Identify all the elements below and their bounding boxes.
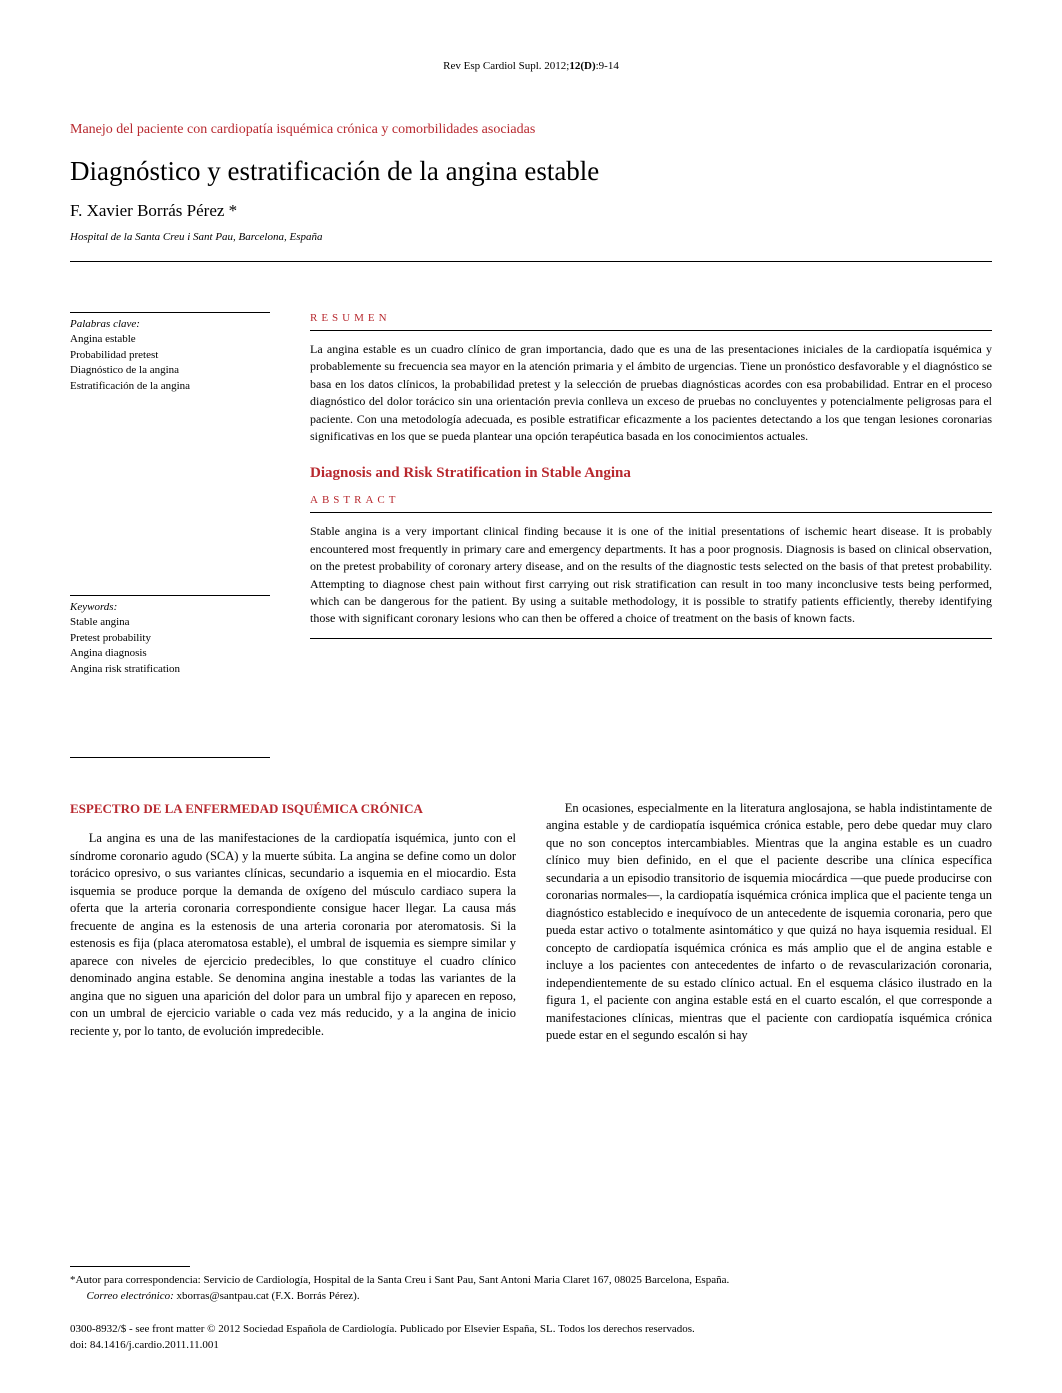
divider [310,512,992,513]
keyword-item: Angina risk stratification [70,662,270,677]
journal-ref-prefix: Rev Esp Cardiol Supl. 2012; [443,60,569,72]
keyword-item: Probabilidad pretest [70,348,270,363]
correspondence-text: *Autor para correspondencia: Servicio de… [70,1274,729,1286]
article-title: Diagnóstico y estratificación de la angi… [70,156,992,187]
section-heading: ESPECTRO DE LA ENFERMEDAD ISQUÉMICA CRÓN… [70,800,516,818]
divider [310,330,992,331]
body-paragraph: La angina es una de las manifestaciones … [70,830,516,1040]
correspondence: *Autor para correspondencia: Servicio de… [70,1273,992,1304]
keyword-item: Diagnóstico de la angina [70,363,270,378]
email-value: xborras@santpau.cat (F.X. Borrás Pérez). [174,1290,360,1302]
journal-reference: Rev Esp Cardiol Supl. 2012;12(D):9-14 [70,60,992,72]
email-label: Correo electrónico: [87,1290,174,1302]
page-footer: *Autor para correspondencia: Servicio de… [70,1266,992,1353]
keywords-en-head: Keywords: [70,600,270,615]
divider [310,638,992,639]
keywords-column: Palabras clave: Angina estable Probabili… [70,312,270,760]
body-column-right: En ocasiones, especialmente en la litera… [546,800,992,1045]
keyword-item: Pretest probability [70,631,270,646]
abstract-block: Palabras clave: Angina estable Probabili… [70,312,992,760]
body-paragraph: En ocasiones, especialmente en la litera… [546,800,992,1045]
abstract-title-en: Diagnosis and Risk Stratification in Sta… [310,465,992,482]
journal-ref-volume: 12(D) [569,60,595,72]
journal-ref-suffix: :9-14 [596,60,619,72]
article-affiliation: Hospital de la Santa Creu i Sant Pau, Ba… [70,231,992,243]
resumen-head: RESUMEN [310,312,992,324]
doi-text: doi: 84.1416/j.cardio.2011.11.001 [70,1338,992,1353]
article-author: F. Xavier Borrás Pérez * [70,201,992,221]
keyword-item: Estratificación de la angina [70,379,270,394]
abstract-head: ABSTRACT [310,494,992,506]
keywords-en: Keywords: Stable angina Pretest probabil… [70,595,270,677]
keywords-es-head: Palabras clave: [70,317,270,332]
abstract-text: Stable angina is a very important clinic… [310,523,992,627]
body-columns: ESPECTRO DE LA ENFERMEDAD ISQUÉMICA CRÓN… [70,800,992,1045]
article-supertitle: Manejo del paciente con cardiopatía isqu… [70,122,992,138]
keywords-es: Palabras clave: Angina estable Probabili… [70,312,270,394]
abstract-column: RESUMEN La angina estable es un cuadro c… [310,312,992,760]
keyword-item: Stable angina [70,615,270,630]
copyright-block: 0300-8932/$ - see front matter © 2012 So… [70,1322,992,1353]
resumen-text: La angina estable es un cuadro clínico d… [310,341,992,445]
keyword-item: Angina estable [70,332,270,347]
copyright-text: 0300-8932/$ - see front matter © 2012 So… [70,1322,992,1337]
body-column-left: ESPECTRO DE LA ENFERMEDAD ISQUÉMICA CRÓN… [70,800,516,1045]
divider [70,261,992,262]
keyword-item: Angina diagnosis [70,646,270,661]
